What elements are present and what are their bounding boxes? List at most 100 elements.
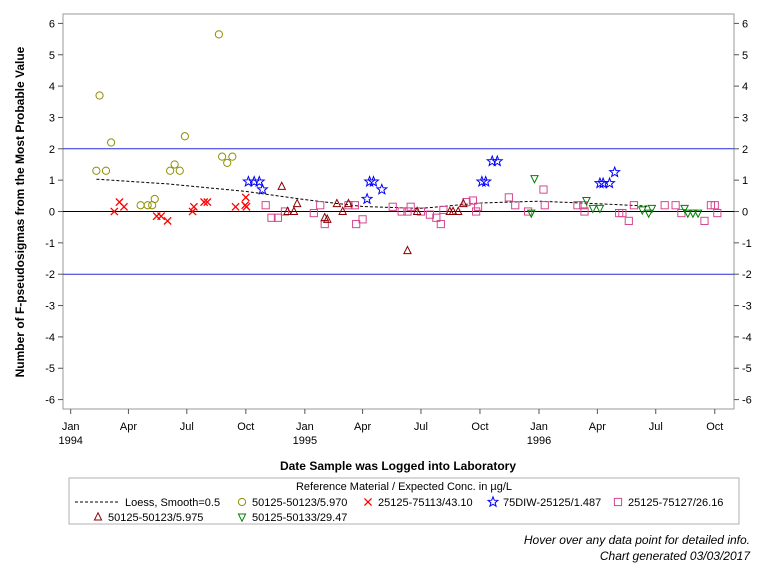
data-point (660, 201, 669, 210)
data-point (479, 175, 493, 188)
data-point (539, 185, 548, 194)
legend: Reference Material / Expected Conc. in µ… (68, 477, 740, 525)
legend-loess-label: Loess, Smooth=0.5 (125, 497, 220, 509)
y-tick-label-right: -3 (742, 301, 752, 313)
x-tick-label: Oct (706, 421, 723, 433)
y-tick-label-left: 2 (49, 144, 55, 156)
legend-title: Reference Material / Expected Conc. in µ… (296, 481, 512, 493)
data-point (582, 197, 591, 206)
data-point (136, 201, 145, 210)
data-point (367, 175, 380, 188)
legend-series-label: 25125-75113/43.10 (378, 497, 473, 509)
y-tick-label-right: 0 (742, 207, 748, 219)
x-tick-year-label: 1996 (527, 435, 551, 447)
y-tick-label-left: 6 (49, 18, 55, 30)
data-point (188, 207, 197, 216)
marker-stroke (189, 202, 198, 211)
marker-stroke (231, 202, 240, 211)
data-point (358, 215, 367, 224)
data-point (436, 219, 445, 229)
legend-marker (93, 511, 103, 521)
data-point (283, 206, 292, 215)
data-point (448, 206, 458, 215)
marker-stroke (242, 202, 251, 211)
legend-marker (613, 497, 623, 507)
data-point (332, 198, 342, 208)
data-point (416, 207, 426, 216)
data-point (530, 175, 539, 184)
data-point (439, 205, 448, 215)
data-point (217, 152, 227, 161)
marker-stroke (203, 198, 212, 207)
data-point (352, 219, 361, 229)
hover-hint-text: Hover over any data point for detailed i… (523, 533, 750, 547)
x-tick-label: Jul (180, 421, 194, 433)
marker-stroke (115, 198, 124, 207)
series-group (92, 30, 237, 210)
data-point (710, 201, 719, 210)
data-point (683, 209, 693, 219)
x-tick-label: Apr (120, 421, 137, 433)
x-tick-year-label: 1994 (58, 435, 82, 447)
x-tick-label: Jan (530, 421, 548, 433)
x-tick-label: Oct (471, 421, 488, 433)
y-tick-label-right: -2 (742, 269, 752, 281)
data-point (92, 166, 101, 175)
data-point (320, 219, 329, 229)
data-point (175, 166, 184, 175)
data-point (595, 204, 605, 214)
y-tick-label-right: 4 (742, 81, 748, 93)
data-point (432, 213, 441, 222)
legend-series-label: 50125-50123/5.975 (108, 512, 203, 524)
data-point (388, 202, 397, 211)
data-point (280, 207, 290, 216)
y-tick-label-left: -1 (45, 238, 55, 250)
x-tick-label: Apr (589, 421, 606, 433)
data-point (618, 208, 627, 218)
legend-series-label: 25125-75127/26.16 (628, 497, 723, 509)
legend-series-label: 50125-50133/29.47 (252, 512, 347, 524)
data-point (644, 209, 654, 219)
data-point (261, 201, 270, 210)
loess-line (96, 178, 649, 209)
y-tick-label-left: 4 (49, 81, 55, 93)
data-point (677, 208, 686, 218)
y-tick-label-right: 2 (742, 144, 748, 156)
data-point (523, 207, 533, 216)
data-point (468, 196, 478, 205)
data-point (360, 192, 374, 205)
y-tick-label-right: 1 (742, 175, 748, 187)
data-point (344, 201, 353, 210)
data-point (406, 202, 415, 211)
legend-frame (68, 477, 740, 525)
data-point (200, 198, 209, 207)
legend-marker (363, 497, 373, 507)
y-tick-label-right: 6 (742, 18, 748, 30)
y-tick-label-left: 5 (49, 50, 55, 62)
data-point (143, 201, 152, 210)
data-point (680, 204, 690, 214)
data-point (110, 207, 119, 216)
legend-marker (237, 497, 247, 507)
x-tick-label: Apr (354, 421, 371, 433)
y-tick-label-left: 1 (49, 175, 55, 187)
data-point (256, 182, 269, 195)
data-point (344, 198, 353, 208)
legend-marker (486, 495, 500, 508)
data-point (693, 209, 703, 219)
y-tick-label-left: -5 (45, 363, 55, 375)
y-tick-label-right: -6 (742, 395, 752, 407)
data-point (163, 216, 172, 225)
marker-stroke (188, 207, 197, 216)
data-point (579, 201, 588, 210)
data-point (412, 206, 422, 215)
data-point (289, 206, 299, 215)
data-point (472, 207, 481, 216)
data-point (713, 208, 722, 218)
y-tick-label-left: -3 (45, 301, 55, 313)
data-point (292, 198, 302, 208)
data-point (170, 160, 179, 169)
data-point (253, 175, 266, 188)
data-point (580, 207, 589, 216)
